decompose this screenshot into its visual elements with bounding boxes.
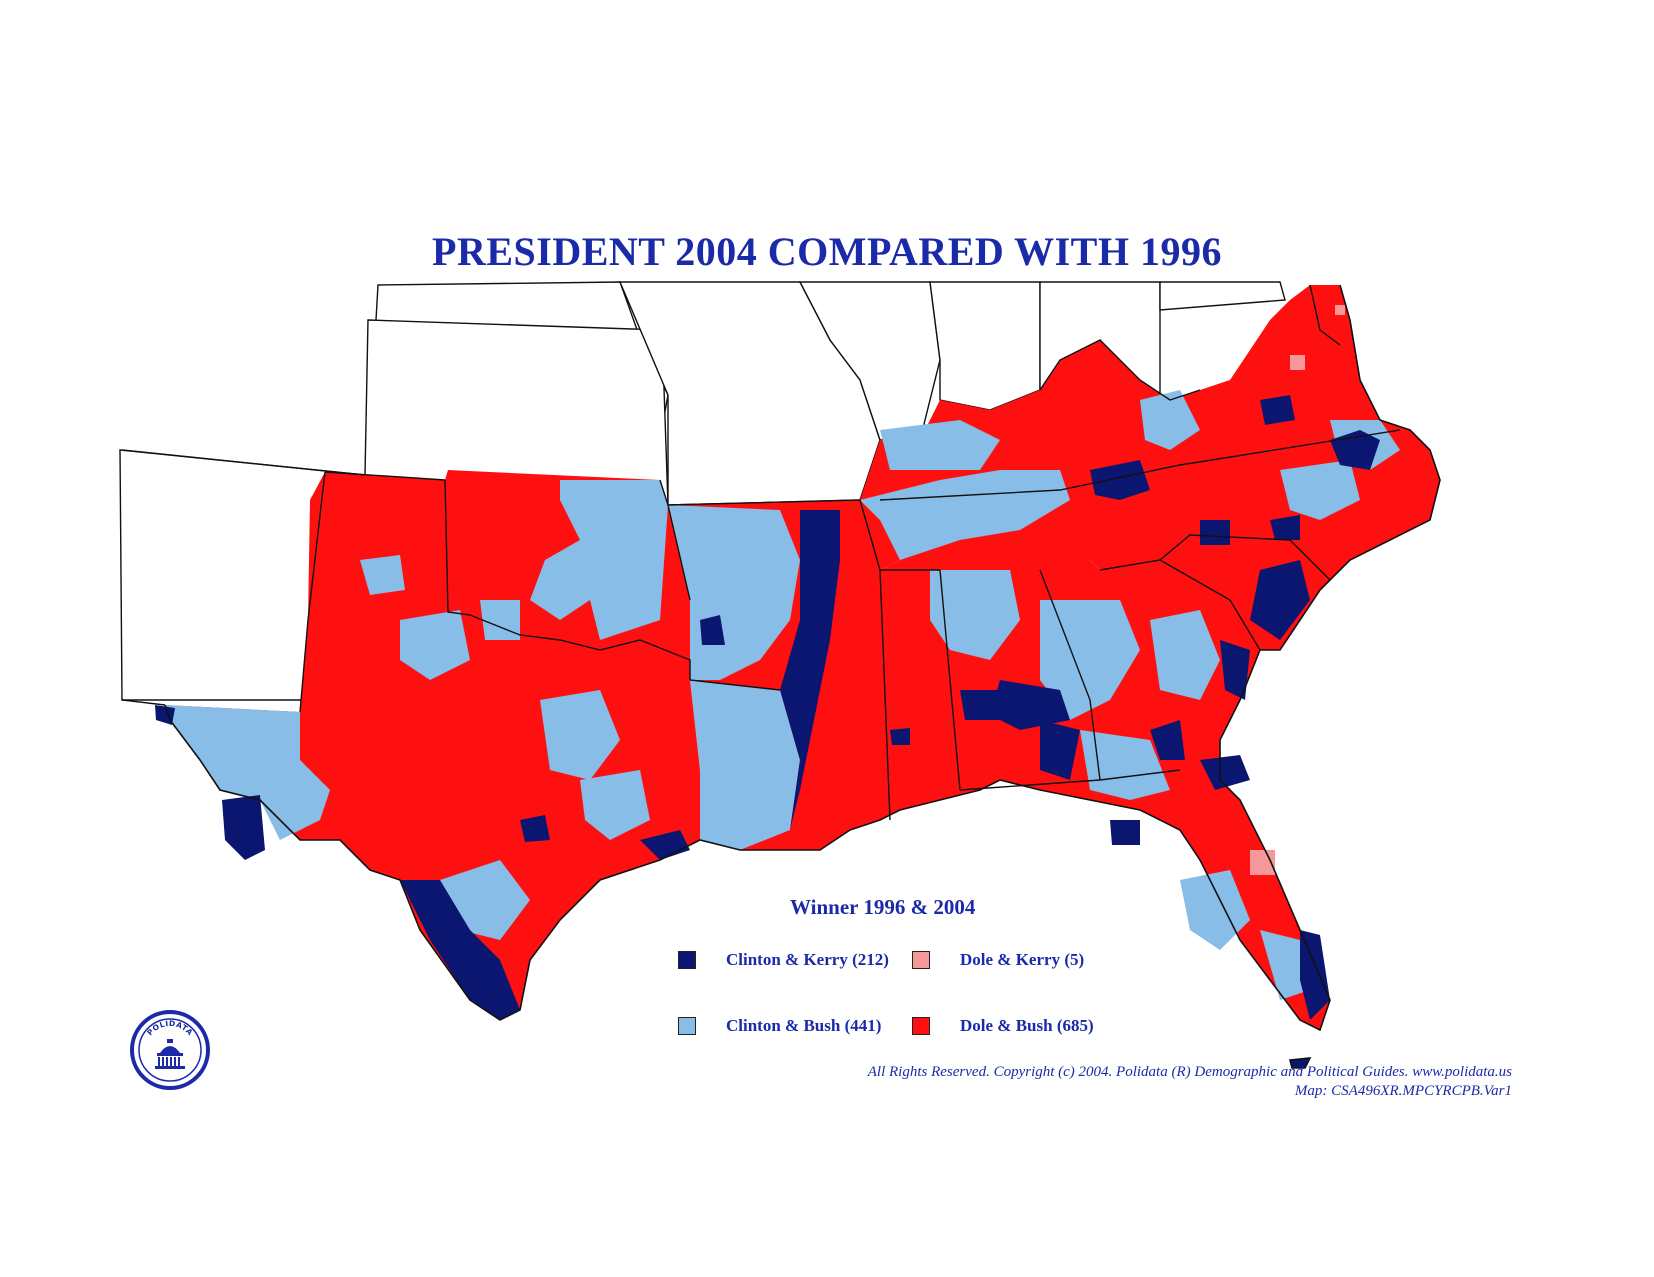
legend-label: Dole & Kerry (5) — [960, 950, 1085, 969]
legend-label: Clinton & Bush (441) — [726, 1016, 882, 1035]
legend-swatch-dole-bush — [912, 1017, 930, 1035]
legend-item-dole-kerry: Dole & Kerry (5) — [912, 950, 1084, 970]
copyright-line: All Rights Reserved. Copyright (c) 2004.… — [867, 1064, 1512, 1080]
state-borders — [324, 284, 1401, 821]
legend-label: Dole & Bush (685) — [960, 1016, 1094, 1035]
legend-title: Winner 1996 & 2004 — [790, 895, 976, 919]
map-title: PRESIDENT 2004 COMPARED WITH 1996 — [432, 229, 1222, 274]
region-clinton-kerry — [155, 395, 1380, 1020]
legend-swatch-dole-kerry — [912, 951, 930, 969]
coastline — [164, 284, 1441, 1069]
map-id-line: Map: CSA496XR.MPCYRCPB.Var1 — [1294, 1083, 1512, 1099]
region-outline — [121, 449, 366, 713]
state-penn — [1159, 281, 1286, 311]
legend-item-clinton-kerry: Clinton & Kerry (212) — [678, 950, 889, 970]
neighbor-states — [119, 281, 1286, 701]
legend-swatch-clinton-kerry — [678, 951, 696, 969]
polidata-logo: POLIDATA — [130, 1010, 210, 1090]
legend-label: Clinton & Kerry (212) — [726, 950, 889, 969]
copyright-notice: All Rights Reserved. Copyright (c) 2004.… — [868, 1063, 1512, 1101]
legend-item-dole-bush: Dole & Bush (685) — [912, 1016, 1094, 1036]
legend-item-clinton-bush: Clinton & Bush (441) — [678, 1016, 881, 1036]
region-clinton-bush — [165, 390, 1400, 1000]
capitol-icon — [155, 1039, 185, 1069]
state-indiana — [929, 281, 1041, 411]
legend-swatch-clinton-bush — [678, 1017, 696, 1035]
